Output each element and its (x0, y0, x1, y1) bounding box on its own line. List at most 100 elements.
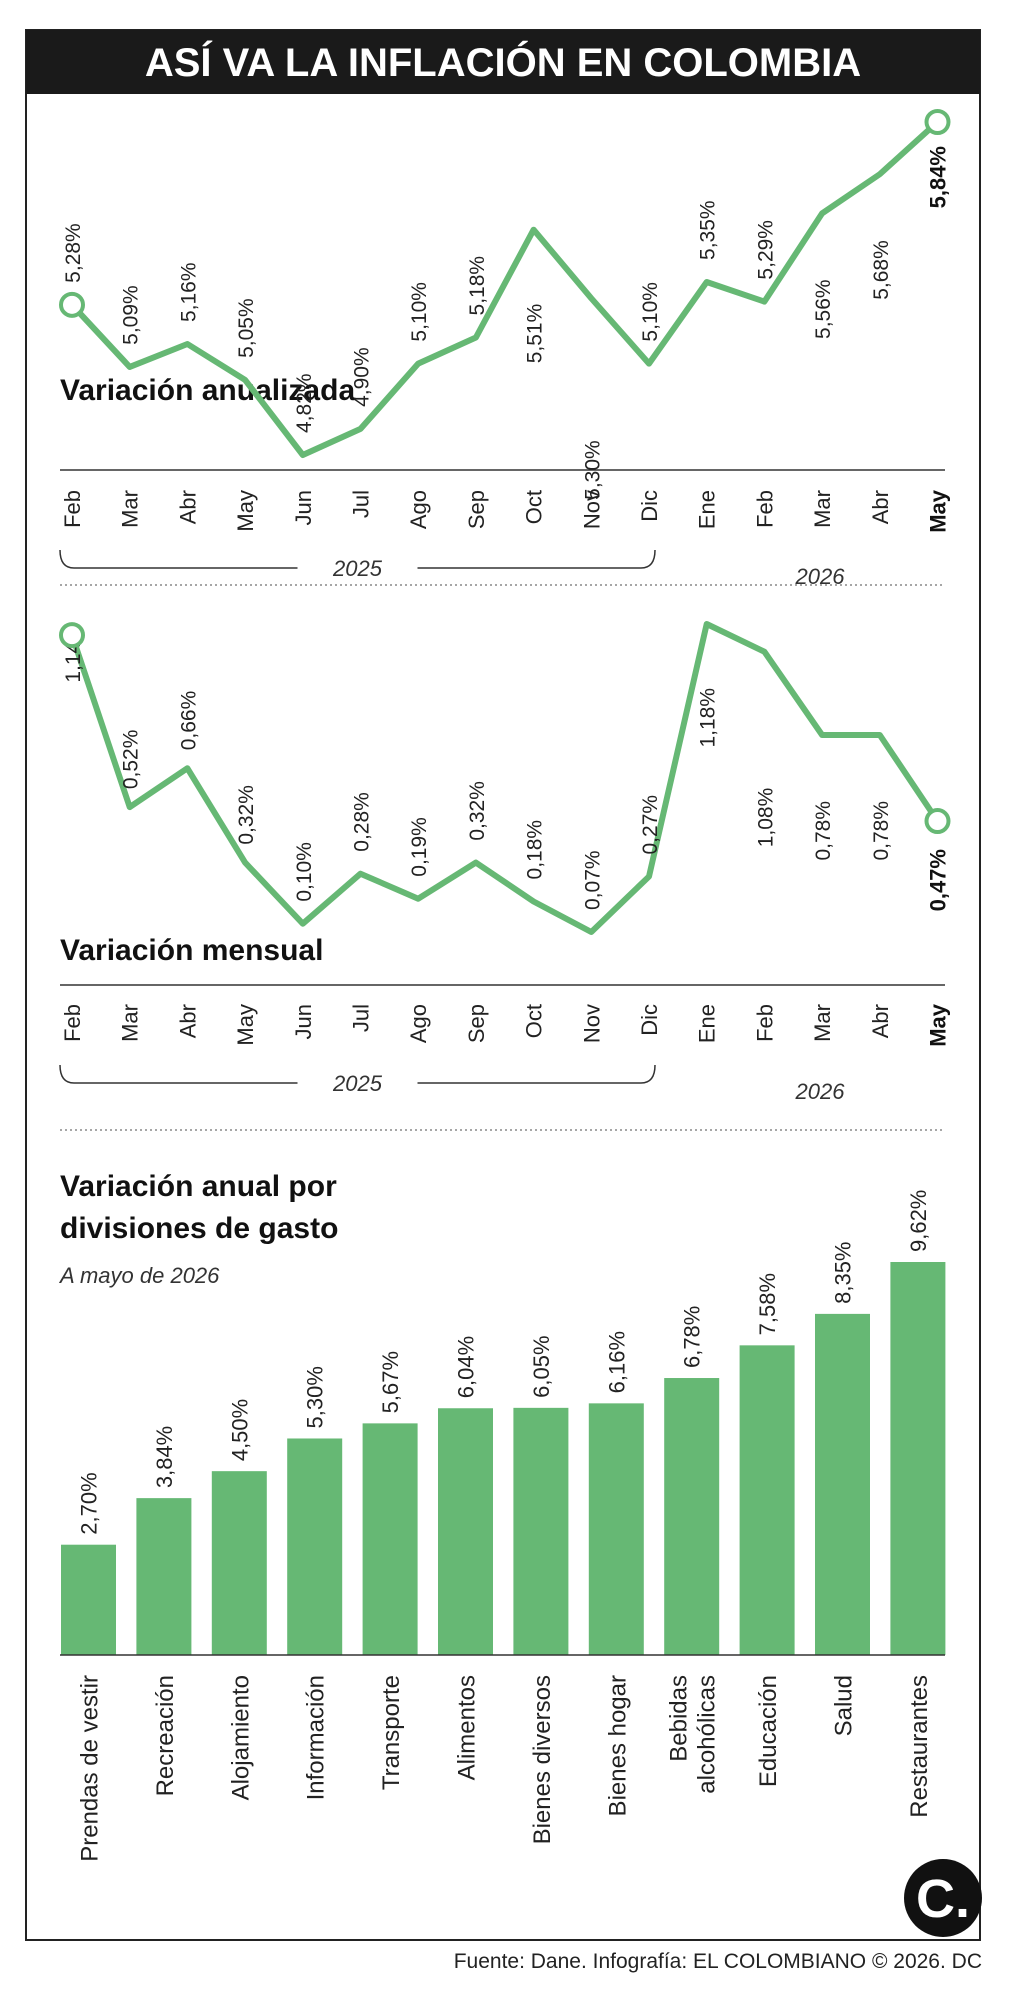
data-label: 0,47% (926, 849, 951, 911)
month-label: Abr (868, 490, 893, 524)
chart-monthly-data-labels: 1,14%0,52%0,66%0,32%0,10%0,28% 0,19%0,32%… (62, 623, 951, 911)
chart-divisions: Variación anual por divisiones de gasto … (58, 1170, 946, 1862)
month-label: Mar (118, 490, 143, 528)
year-label: 2025 (332, 556, 383, 581)
data-label: 4,82% (293, 373, 316, 433)
bar-value-label: 6,04% (454, 1336, 479, 1398)
month-label: Dic (637, 490, 662, 522)
chart-annual-year-groups: 2025 2026 (59, 549, 845, 589)
bar-value-label: 4,50% (227, 1399, 252, 1461)
main-title: ASÍ VA LA INFLACIÓN EN COLOMBIA (145, 39, 861, 85)
chart-monthly-month-labels: Feb Mar Abr May Jun Jul Ago Sep Oct Nov Dic Ene Feb M… (60, 1003, 951, 1047)
month-label: May (926, 1003, 951, 1047)
year-label: 2026 (795, 1079, 846, 1104)
month-label: Jul (349, 1004, 374, 1032)
month-label: Ago (406, 1004, 431, 1043)
title-bar (26, 30, 980, 94)
month-label: Sep (464, 1004, 489, 1043)
data-label: 5,18% (466, 256, 489, 316)
data-label: 5,68% (870, 240, 893, 300)
category-label: Información (303, 1675, 330, 1800)
category-label: Transporte (378, 1675, 405, 1790)
bar (513, 1407, 569, 1655)
data-point-marker (924, 109, 951, 135)
category-label: Salud (831, 1675, 858, 1736)
category-label: Recreación (152, 1675, 179, 1796)
data-label: 5,05% (235, 298, 258, 358)
month-label: Feb (752, 1004, 777, 1042)
bar (815, 1313, 870, 1655)
data-label: 5,10% (639, 282, 662, 342)
data-label: 0,19% (408, 817, 431, 877)
bar-value-label: 7,58% (755, 1273, 780, 1335)
logo-circle (904, 1859, 982, 1937)
chart-monthly-series-line (69, 621, 941, 935)
category-label: Educación (755, 1675, 782, 1787)
data-label: 0,52% (120, 730, 143, 790)
month-label: Abr (868, 1004, 893, 1038)
data-label: 5,09% (120, 285, 143, 345)
bar (664, 1378, 720, 1655)
chart-annual-data-labels: 5,28% 5,09% 5,16% 5,05% 4,82% 4,90% 5,10% 5,18%… (62, 146, 951, 500)
data-label: 5,30% (581, 440, 604, 500)
chart-monthly: Variación mensual 1,14%0,52%0,66%0,32%0,… (59, 621, 951, 1104)
chart-annual-series-line (69, 119, 941, 458)
month-label: Feb (752, 490, 777, 528)
data-label: 0,32% (235, 785, 258, 845)
chart-divisions-category-labels: Prendas de vestir Recreación Alojamiento In… (77, 1675, 933, 1862)
data-label: 5,16% (177, 262, 200, 322)
month-label: May (233, 490, 258, 532)
data-label: 0,78% (812, 801, 835, 861)
year-label: 2025 (332, 1071, 383, 1096)
year-bracket-left (59, 549, 298, 569)
bar (890, 1262, 946, 1655)
category-label: Alimentos (454, 1675, 481, 1780)
month-label: Ene (695, 1004, 720, 1043)
logo-letter: C. (916, 1869, 970, 1929)
chart-monthly-year-groups: 2025 2026 (59, 1064, 846, 1104)
data-label: 5,84% (926, 146, 951, 208)
data-label: 5,10% (408, 282, 431, 342)
data-label: 5,28% (62, 223, 85, 283)
month-label: Jun (291, 490, 316, 525)
data-label: 4,90% (351, 347, 374, 407)
month-label: Oct (522, 490, 547, 524)
data-label: 1,08% (754, 788, 777, 848)
month-label: Ene (695, 490, 720, 529)
bar (211, 1471, 267, 1655)
chart-divisions-title-line2: divisiones de gasto (60, 1212, 338, 1245)
category-label: Bebidas (666, 1675, 693, 1762)
category-label: alcohólicas (694, 1675, 721, 1794)
data-label: 0,28% (351, 792, 374, 852)
month-label: Sep (464, 490, 489, 529)
bar (136, 1498, 192, 1655)
data-label: 5,29% (754, 220, 777, 280)
bar-value-label: 2,70% (77, 1472, 102, 1534)
data-label: 5,56% (812, 279, 835, 339)
data-label: 0,07% (581, 850, 604, 910)
category-label: Restaurantes (906, 1675, 933, 1818)
month-label: Nov (579, 1004, 604, 1043)
chart-divisions-subtitle: A mayo de 2026 (58, 1263, 220, 1288)
bar (438, 1408, 493, 1655)
data-label: 0,27% (639, 795, 662, 855)
data-label: 5,35% (697, 200, 720, 260)
month-label: Mar (810, 1004, 835, 1042)
month-label: Oct (522, 1004, 547, 1038)
year-bracket-right (417, 549, 656, 569)
category-label: Bienes diversos (529, 1675, 556, 1844)
bar-value-label: 8,35% (831, 1241, 856, 1303)
bar (362, 1423, 418, 1655)
data-label: 0,66% (177, 691, 200, 751)
month-label: May (233, 1004, 258, 1046)
month-label: May (926, 489, 951, 533)
bar-value-label: 6,78% (680, 1306, 705, 1368)
month-label: Mar (810, 490, 835, 528)
logo: C. (904, 1859, 982, 1937)
chart-monthly-title: Variación mensual (60, 934, 323, 967)
data-point-marker (59, 291, 85, 318)
bar-value-label: 6,05% (529, 1335, 554, 1397)
bar (739, 1345, 795, 1655)
